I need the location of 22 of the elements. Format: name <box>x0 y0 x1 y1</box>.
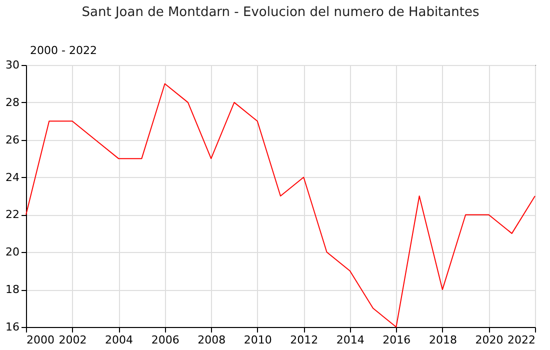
y-tick-label: 20 <box>6 246 20 259</box>
x-tick-label: 2014 <box>336 334 364 346</box>
y-tick-label: 30 <box>6 58 20 72</box>
x-tick-label: 2010 <box>244 334 272 346</box>
y-tick-label: 18 <box>6 283 20 296</box>
x-tick-label: 2006 <box>151 334 180 346</box>
y-tick-label: 16 <box>6 320 20 334</box>
x-tick-label: 2012 <box>290 334 318 346</box>
x-tick-label: 2018 <box>428 334 457 346</box>
y-tick-label: 28 <box>6 96 20 109</box>
y-tick-label: 26 <box>6 133 20 146</box>
x-tick-label: 2000 <box>26 334 54 346</box>
text: 2000 - 2022 <box>30 44 97 57</box>
x-tick-label: 2016 <box>382 334 411 346</box>
x-tick-label: 2022 <box>508 334 536 346</box>
x-tick-label: 2002 <box>58 334 87 346</box>
x-tick-label: 2020 <box>475 334 504 346</box>
y-tick-label: 22 <box>6 208 20 222</box>
x-tick-label: 2004 <box>105 334 134 346</box>
y-tick-label: 24 <box>6 170 20 184</box>
x-tick-label: 2008 <box>198 334 226 346</box>
chart-title: Sant Joan de Montdarn - Evolucion del numero de Habitantes <box>82 5 480 20</box>
